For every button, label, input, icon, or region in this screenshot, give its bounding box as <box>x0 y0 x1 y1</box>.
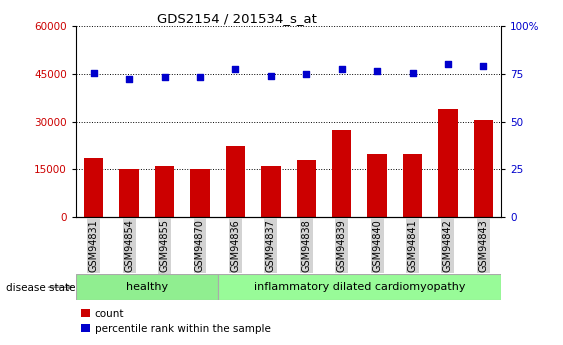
Text: GSM94831: GSM94831 <box>89 219 99 272</box>
Text: GSM94843: GSM94843 <box>479 219 488 272</box>
Point <box>408 70 417 76</box>
Text: GSM94842: GSM94842 <box>443 219 453 272</box>
Text: GSM94841: GSM94841 <box>408 219 418 272</box>
Bar <box>84 158 104 217</box>
Text: GSM94837: GSM94837 <box>266 219 276 272</box>
Bar <box>403 154 422 217</box>
Text: GSM94838: GSM94838 <box>301 219 311 272</box>
Text: healthy: healthy <box>126 282 168 292</box>
Bar <box>218 274 501 300</box>
Bar <box>438 109 458 217</box>
Point <box>89 70 98 76</box>
Text: GSM94855: GSM94855 <box>159 219 169 272</box>
Bar <box>473 120 493 217</box>
Bar <box>226 146 245 217</box>
Point <box>479 63 488 69</box>
Bar <box>190 169 210 217</box>
Point <box>373 68 382 73</box>
Bar <box>119 169 139 217</box>
Bar <box>367 154 387 217</box>
Bar <box>155 166 175 217</box>
Text: disease state: disease state <box>6 283 75 293</box>
Text: inflammatory dilated cardiomyopathy: inflammatory dilated cardiomyopathy <box>254 282 465 292</box>
Text: GDS2154 / 201534_s_at: GDS2154 / 201534_s_at <box>157 12 316 25</box>
Bar <box>297 160 316 217</box>
Text: GSM94870: GSM94870 <box>195 219 205 272</box>
Point <box>444 61 453 67</box>
Point <box>337 66 346 72</box>
Text: GSM94854: GSM94854 <box>124 219 134 272</box>
Bar <box>261 166 280 217</box>
Bar <box>76 274 218 300</box>
Legend: count, percentile rank within the sample: count, percentile rank within the sample <box>81 309 271 334</box>
Point <box>231 66 240 72</box>
Text: GSM94836: GSM94836 <box>230 219 240 272</box>
Point <box>160 74 169 79</box>
Point <box>195 74 204 79</box>
Point <box>266 73 275 78</box>
Point <box>302 71 311 77</box>
Text: GSM94840: GSM94840 <box>372 219 382 272</box>
Bar <box>332 130 351 217</box>
Text: GSM94839: GSM94839 <box>337 219 347 272</box>
Point <box>124 76 133 81</box>
